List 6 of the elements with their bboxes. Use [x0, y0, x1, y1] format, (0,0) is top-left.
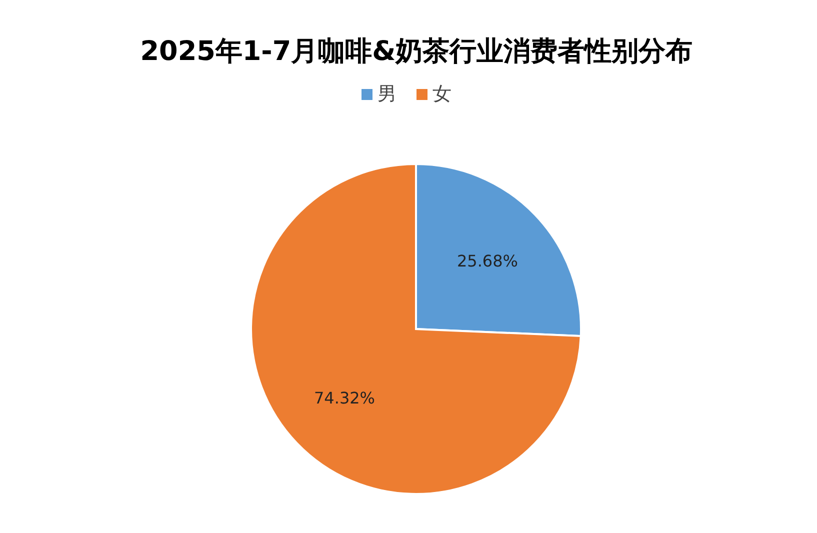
- pie-slice: [250, 163, 582, 495]
- legend-label: 男: [378, 83, 396, 105]
- data-label: 74.32%: [314, 388, 376, 408]
- data-label: 25.68%: [456, 252, 518, 271]
- legend-label: 女: [432, 83, 452, 105]
- chart-title: 2025年1-7月咖啡&奶茶行业消费者性别分布: [140, 36, 693, 67]
